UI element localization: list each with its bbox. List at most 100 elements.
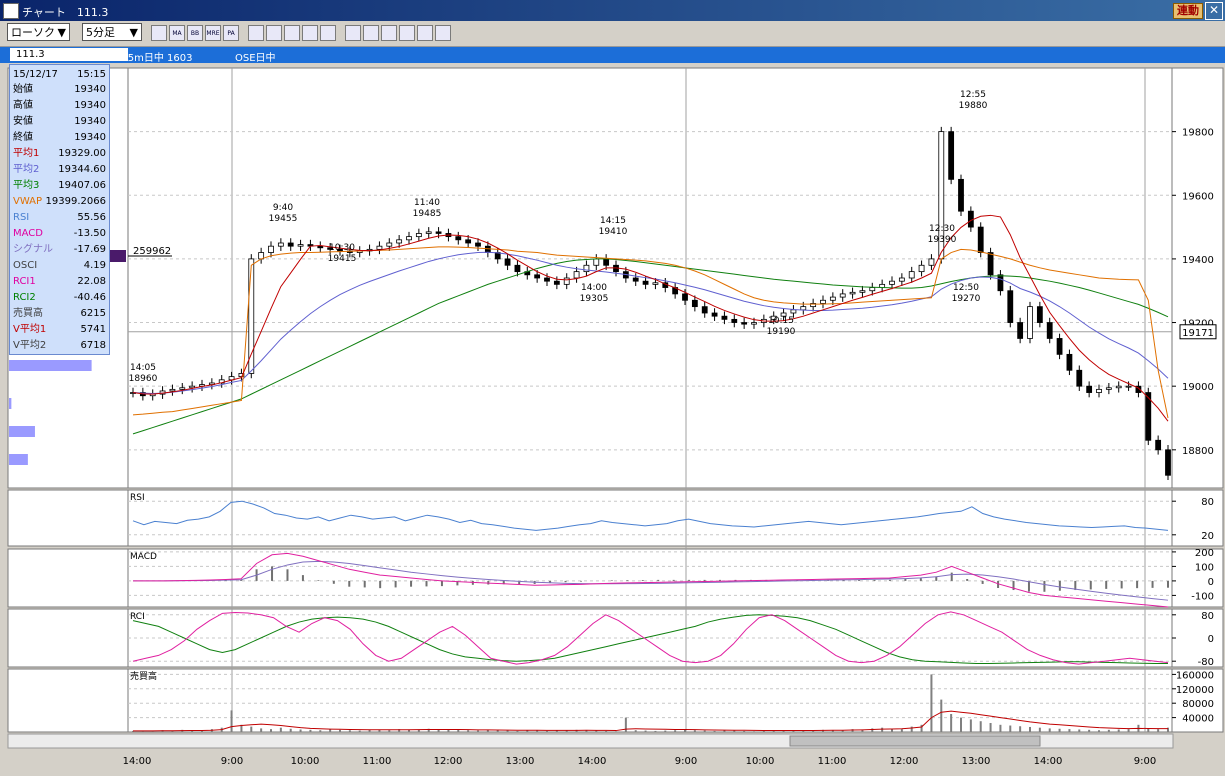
ohlc-label: 平均1 [13, 148, 40, 159]
ohlc-date: 15/12/17 [13, 69, 58, 80]
chart-area[interactable]: 14:00 9:00 10:00 11:00 12:00 13:00 14:00 9:00 10… [0, 64, 1225, 776]
annotation-time: 10:30 [329, 243, 355, 253]
calc-icon[interactable] [320, 25, 336, 41]
ohlc-label: 平均2 [13, 164, 40, 175]
candle-body [869, 287, 876, 292]
ohlc-label: 売買高 [13, 308, 43, 319]
candle-body [1036, 306, 1043, 323]
ohlc-value: -40.46 [73, 292, 106, 303]
window-title: チャート 111.3 [22, 6, 109, 19]
ohlc-label: RSI [13, 212, 30, 223]
ohlc-row: OSCI 4.19 [13, 258, 106, 273]
info-bar: 111.3 225m日中 1603 OSE日中 [0, 47, 1225, 64]
annotation-value: 19190 [767, 327, 796, 337]
ohlc-value: 5741 [80, 324, 106, 335]
candle-body [603, 258, 610, 266]
grid-icon[interactable] [345, 25, 361, 41]
ohlc-row: V平均2 6718 [13, 338, 106, 353]
ohlc-row: 平均1 19329.00 [13, 146, 106, 161]
ohlc-value: 19344.60 [58, 164, 106, 175]
candle-body [544, 277, 550, 282]
candles-icon[interactable] [151, 25, 167, 41]
candle-body [563, 277, 570, 285]
y-tick-label: 80 [1201, 497, 1214, 508]
ohlc-value: 6718 [80, 340, 106, 351]
bb-icon[interactable]: BB [187, 25, 203, 41]
y-tick-label: -100 [1191, 591, 1214, 602]
y-tick-label: 80000 [1182, 699, 1214, 710]
candle-body [248, 258, 255, 374]
candle-body [1125, 385, 1132, 388]
chart-panel-2 [127, 548, 1173, 608]
y-tick-label: 19400 [1182, 255, 1214, 266]
y-tick-label: 120000 [1176, 685, 1214, 696]
ohlc-value: 22.08 [77, 276, 106, 287]
eraser-icon[interactable] [399, 25, 415, 41]
mre-icon[interactable]: MRE [205, 25, 221, 41]
settings-icon[interactable] [417, 25, 433, 41]
candle-body [721, 315, 728, 320]
candle-body [977, 226, 984, 253]
candle-body [790, 309, 797, 314]
annotation-time: 14:00 [581, 283, 607, 293]
candle-body [770, 315, 777, 320]
pa-icon[interactable]: PA [223, 25, 239, 41]
candle-body [169, 388, 176, 392]
close-button[interactable]: ✕ [1205, 2, 1223, 20]
ohlc-row: MACD -13.50 [13, 226, 106, 241]
x-tick-label: 10:00 [291, 756, 320, 767]
candle-body [396, 239, 403, 244]
y-tick-label: 160000 [1176, 670, 1214, 681]
candle-body [691, 299, 698, 308]
ohlc-value: 19399.2066 [45, 196, 106, 207]
annotation-value: 19390 [928, 235, 957, 245]
cursor-icon[interactable] [381, 25, 397, 41]
annotation-value: 19455 [269, 214, 298, 224]
signal-line [133, 560, 1169, 601]
candle-body [898, 277, 905, 282]
sync-button[interactable]: 連動 [1173, 3, 1203, 19]
x-tick-label: 11:00 [363, 756, 392, 767]
rci2-line [132, 614, 1168, 665]
stock-icon[interactable] [266, 25, 282, 41]
ohlc-row: RSI 55.56 [13, 210, 106, 225]
panel-title: 売買高 [130, 670, 157, 682]
macd-line [133, 552, 1169, 608]
fib-icon[interactable] [435, 25, 451, 41]
y-tick-label: 100 [1195, 562, 1214, 573]
tool-icon[interactable] [284, 25, 300, 41]
ohlc-label: RCI2 [13, 292, 36, 303]
candle-body [800, 306, 807, 311]
left-panel-4 [7, 668, 129, 733]
candle-body [820, 299, 826, 304]
candle-body [1017, 322, 1024, 339]
ohlc-row: 売買高 6215 [13, 306, 106, 321]
candle-body [455, 236, 462, 241]
chart-type-select[interactable]: ローソク ▼ [7, 23, 70, 41]
axis-panel-1 [1171, 489, 1224, 547]
candle-body [514, 264, 521, 273]
interval-select[interactable]: 5分足 ▼ [82, 23, 142, 41]
y-tick-label: 200 [1195, 548, 1214, 559]
candle-body [1135, 385, 1142, 393]
candle-body [484, 245, 491, 253]
ma-icon[interactable]: MA [169, 25, 185, 41]
candle-body [1086, 385, 1093, 393]
panel-title: RCI [130, 612, 145, 622]
zoom-icon[interactable] [302, 25, 318, 41]
line-icon[interactable] [248, 25, 264, 41]
price-display: 111.3 [10, 48, 128, 61]
ohlc-value: 19340 [74, 100, 106, 111]
candle-body [889, 280, 895, 285]
ohlc-label: 終値 [13, 132, 33, 143]
y-tick-label: 40000 [1182, 714, 1214, 725]
candle-body [327, 247, 334, 250]
chart-panel-1 [127, 489, 1173, 547]
candle-body [1046, 322, 1053, 339]
pen-icon[interactable] [363, 25, 379, 41]
annotation-time: 9:40 [273, 203, 293, 213]
left-panel-1 [7, 489, 129, 547]
candle-body [337, 248, 343, 252]
annotation-value: 19880 [959, 101, 988, 111]
candle-body [504, 258, 511, 266]
